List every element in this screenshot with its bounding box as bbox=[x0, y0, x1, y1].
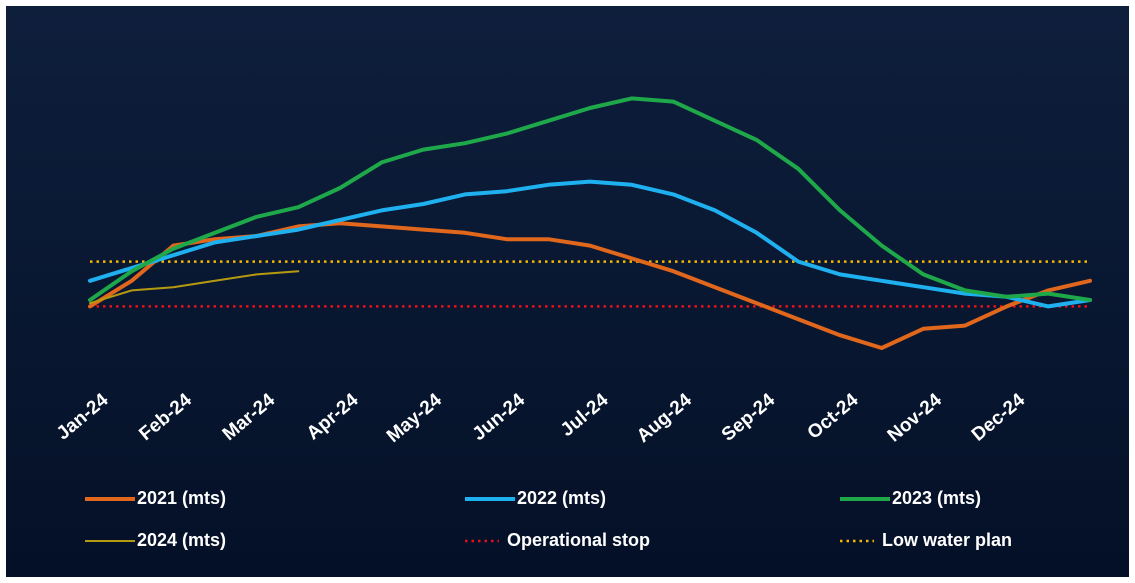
legend-label: Low water plan bbox=[882, 530, 1012, 550]
legend: 2021 (mts) 2022 (mts) 2023 (mts) 2024 (mts)… bbox=[85, 488, 1012, 550]
legend-label: 2023 (mts) bbox=[892, 488, 981, 508]
plot-area bbox=[88, 96, 1092, 350]
legend-label: 2021 (mts) bbox=[137, 488, 226, 508]
legend-label: 2022 (mts) bbox=[517, 488, 606, 508]
legend-label: Operational stop bbox=[507, 530, 650, 550]
series-line bbox=[89, 270, 300, 305]
legend-label: 2024 (mts) bbox=[137, 530, 226, 550]
series-line bbox=[88, 96, 1092, 302]
series-line bbox=[88, 179, 1092, 309]
